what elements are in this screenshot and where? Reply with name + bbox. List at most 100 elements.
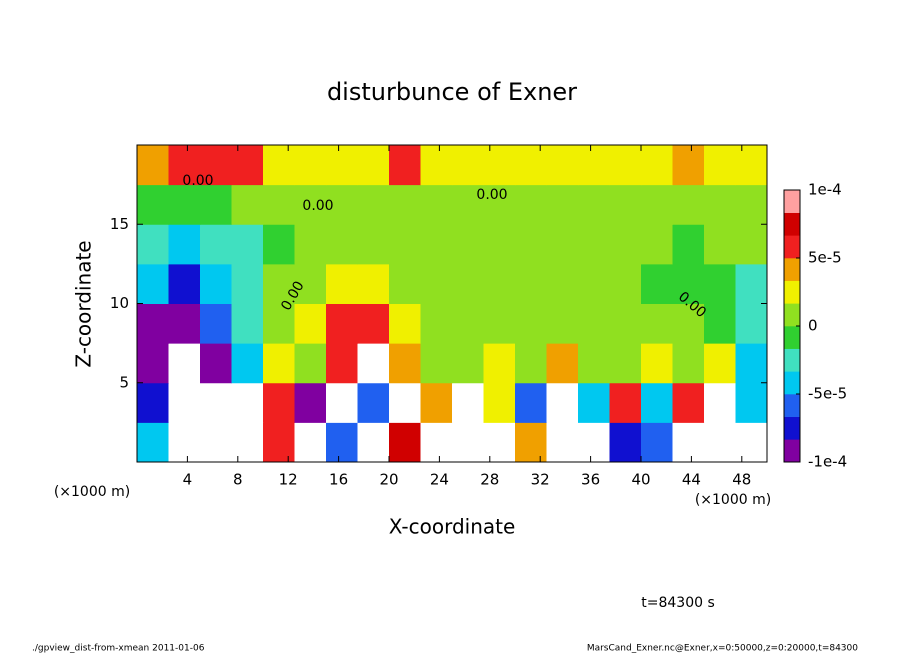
field-cell xyxy=(735,422,768,463)
field-cell xyxy=(483,263,516,304)
field-cell xyxy=(515,145,547,186)
field-cell xyxy=(515,263,547,304)
field-cell xyxy=(609,303,642,344)
field-cell xyxy=(168,224,201,265)
field-cell xyxy=(515,422,547,463)
field-cell xyxy=(672,303,705,344)
field-cell xyxy=(452,422,484,463)
x-tick-label: 8 xyxy=(233,471,243,489)
field-cell xyxy=(735,343,768,384)
field-cell xyxy=(704,263,736,304)
field-cell xyxy=(389,382,421,423)
field-cell xyxy=(735,224,768,265)
colorbar-swatch xyxy=(784,280,800,304)
y-axis-label: Z-coordinate xyxy=(72,240,96,367)
field-cell xyxy=(735,382,768,423)
field-cell xyxy=(137,382,169,423)
field-cell xyxy=(168,303,201,344)
field-cell xyxy=(326,422,358,463)
field-cell xyxy=(515,382,547,423)
field-cell xyxy=(200,224,232,265)
field-cell xyxy=(452,145,484,186)
x-tick-label: 36 xyxy=(581,471,600,489)
field-cell xyxy=(294,382,327,423)
colorbar-tick-label: 0 xyxy=(808,317,818,335)
field-cell xyxy=(672,263,705,304)
y-tick-label: 15 xyxy=(110,215,129,233)
field-cell xyxy=(263,343,295,384)
field-cell xyxy=(231,224,264,265)
field-cell xyxy=(515,224,547,265)
field-cell xyxy=(420,343,453,384)
colorbar-tick-label: -5e-5 xyxy=(808,385,847,403)
field-cell xyxy=(609,382,642,423)
field-cell xyxy=(641,422,673,463)
colorbar-swatch xyxy=(784,212,800,236)
field-cell xyxy=(294,303,327,344)
colorbar-tick-label: 5e-5 xyxy=(808,249,842,267)
field-cell xyxy=(704,303,736,344)
field-cell xyxy=(389,224,421,265)
field-cell xyxy=(578,263,610,304)
field-cell xyxy=(704,224,736,265)
field-cell xyxy=(263,303,295,344)
field-cell xyxy=(452,263,484,304)
field-cell xyxy=(200,343,232,384)
field-cell xyxy=(231,382,264,423)
field-cell xyxy=(420,303,453,344)
y-tick-label: 10 xyxy=(110,294,129,312)
x-tick-label: 40 xyxy=(631,471,650,489)
contour-label: 0.00 xyxy=(302,198,333,214)
field-cell xyxy=(546,422,579,463)
field-cell xyxy=(357,343,390,384)
contour-label: 0.00 xyxy=(182,173,213,189)
field-cell xyxy=(263,145,295,186)
field-cell xyxy=(231,184,264,225)
colorbar-swatch xyxy=(784,416,800,440)
field-cell xyxy=(452,224,484,265)
field-cell xyxy=(641,145,673,186)
field-cell xyxy=(452,184,484,225)
field-cell xyxy=(326,224,358,265)
field-cell xyxy=(672,224,705,265)
field-cell xyxy=(168,343,201,384)
field-cell xyxy=(609,422,642,463)
field-cell xyxy=(483,224,516,265)
field-cell xyxy=(735,184,768,225)
colorbar-swatch xyxy=(784,439,800,463)
field-cell xyxy=(200,145,232,186)
field-cell xyxy=(357,145,390,186)
field-cell xyxy=(326,145,358,186)
field-cell xyxy=(483,343,516,384)
field-cell xyxy=(137,303,169,344)
field-cell xyxy=(483,422,516,463)
field-cell xyxy=(578,343,610,384)
field-cell xyxy=(735,145,768,186)
field-cell xyxy=(231,422,264,463)
field-cell xyxy=(389,303,421,344)
field-cell xyxy=(326,263,358,304)
field-cell xyxy=(641,263,673,304)
field-cell xyxy=(137,145,169,186)
field-cell xyxy=(420,382,453,423)
field-cell xyxy=(200,382,232,423)
field-cell xyxy=(137,343,169,384)
x-tick-label: 32 xyxy=(531,471,550,489)
field-cell xyxy=(231,145,264,186)
field-cell xyxy=(641,303,673,344)
field-cell xyxy=(200,422,232,463)
field-cell xyxy=(326,343,358,384)
field-cell xyxy=(357,422,390,463)
field-cell xyxy=(578,145,610,186)
field-cell xyxy=(578,382,610,423)
colorbar-swatch xyxy=(784,258,800,281)
field-cell xyxy=(578,184,610,225)
field-cell xyxy=(263,224,295,265)
field-cell xyxy=(641,382,673,423)
field-cell xyxy=(357,303,390,344)
field-cell xyxy=(231,303,264,344)
field-cell xyxy=(263,382,295,423)
field-cell xyxy=(546,382,579,423)
y-tick-label: 5 xyxy=(119,373,129,391)
x-tick-label: 16 xyxy=(329,471,348,489)
